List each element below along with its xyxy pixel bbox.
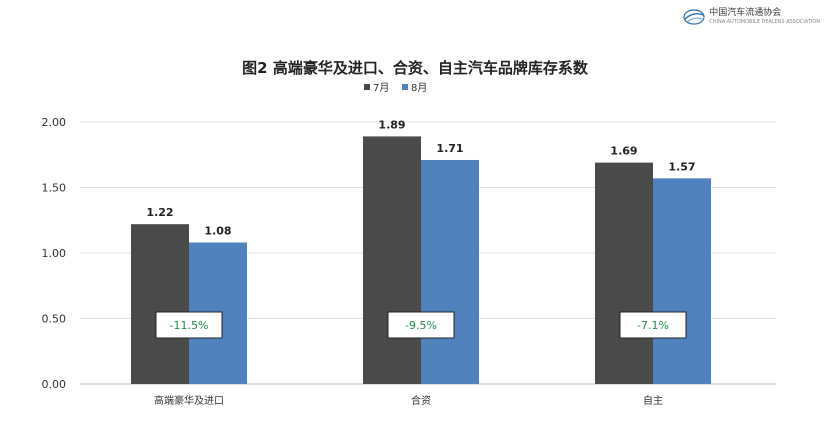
y-tick-label: 1.00 xyxy=(42,247,67,260)
association-logo: 中国汽车流通协会 CHINA AUTOMOBILE DEALERS ASSOCI… xyxy=(683,8,820,26)
legend-swatch-1 xyxy=(364,84,370,90)
chart-legend: 7月 8月 xyxy=(364,82,427,94)
x-axis: 高端豪华及进口 合资 自主 xyxy=(154,394,663,407)
y-tick-label: 1.50 xyxy=(42,182,67,195)
bar-1-2 xyxy=(363,136,421,384)
change-box-3 xyxy=(619,311,687,339)
x-category-label: 高端豪华及进口 xyxy=(154,394,224,407)
y-tick-label: 2.00 xyxy=(42,116,67,129)
y-axis: 0.00 0.50 1.00 1.50 2.00 xyxy=(42,116,67,391)
bar-value-label: 1.89 xyxy=(378,118,405,131)
bar-value-label: 1.71 xyxy=(436,142,463,155)
bars: 1.22 1.08 1.89 1.71 1.69 1.57 xyxy=(131,118,711,384)
logo-globe-icon xyxy=(683,9,705,25)
change-box-1 xyxy=(155,311,223,339)
logo-name: 中国汽车流通协会 xyxy=(709,8,782,18)
chart-title: 图2 高端豪华及进口、合资、自主汽车品牌库存系数 xyxy=(242,59,589,77)
bar-2-2 xyxy=(421,159,479,384)
bar-value-label: 1.69 xyxy=(610,145,637,158)
x-category-label: 合资 xyxy=(411,394,431,407)
bar-value-label: 1.08 xyxy=(204,225,231,238)
bar-value-label: 1.22 xyxy=(146,206,173,219)
logo-subtitle: CHINA AUTOMOBILE DEALERS ASSOCIATION xyxy=(709,19,820,25)
bar-value-label: 1.57 xyxy=(668,160,695,173)
bar-1-1 xyxy=(131,224,189,384)
change-annotations: -11.5% -9.5% -7.1% xyxy=(155,311,687,339)
y-tick-label: 0.50 xyxy=(42,313,67,326)
change-box-2 xyxy=(387,311,455,339)
bar-2-3 xyxy=(653,178,711,384)
y-tick-label: 0.00 xyxy=(42,378,67,391)
bar-1-3 xyxy=(595,162,653,384)
x-category-label: 自主 xyxy=(643,394,663,407)
legend-swatch-2 xyxy=(402,84,408,90)
change-label-2: -9.5% xyxy=(405,319,437,332)
legend-label-2: 8月 xyxy=(411,82,427,94)
change-label-3: -7.1% xyxy=(637,319,669,332)
legend-label-1: 7月 xyxy=(373,82,389,94)
change-label-1: -11.5% xyxy=(170,319,209,332)
